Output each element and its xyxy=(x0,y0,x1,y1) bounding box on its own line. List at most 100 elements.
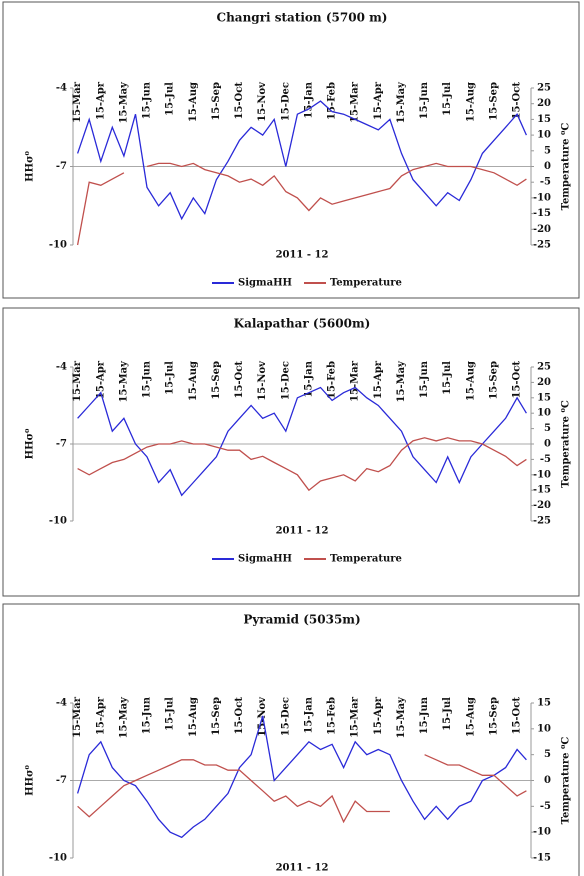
x-tick-label: 15-Sep xyxy=(211,361,222,400)
y2-axis-label: Temperature ⁰C xyxy=(561,400,572,488)
series-line xyxy=(77,754,527,824)
y2-tick-label: -5 xyxy=(540,177,551,188)
legend-label: Temperature xyxy=(330,278,402,289)
series-line xyxy=(77,437,527,492)
x-tick-label: 15-Dec xyxy=(280,697,291,736)
x-tick-label: 15-Mar xyxy=(350,81,361,123)
x-tick-label: 15-Aug xyxy=(465,361,476,401)
x-tick-label: 15-Apr xyxy=(95,360,106,399)
y-axis-label: HHσ⁰ xyxy=(25,428,36,459)
x-tick-label: 15-Aug xyxy=(188,697,199,737)
y2-tick-label: -5 xyxy=(540,801,551,812)
x-tick-label: 15-Sep xyxy=(211,82,222,121)
x-tick-label: 15-Mar xyxy=(72,81,83,123)
y2-tick-label: 25 xyxy=(537,83,551,94)
y2-tick-label: 15 xyxy=(537,698,551,709)
y2-tick-label: 20 xyxy=(537,377,551,388)
x-tick-label: 15-May xyxy=(396,696,407,739)
y2-tick-label: -15 xyxy=(533,485,551,496)
x-tick-label: 15-Apr xyxy=(95,696,106,735)
y2-tick-label: 0 xyxy=(544,161,551,172)
x-tick-label: 15-Jun xyxy=(142,360,153,398)
y-axis-label: HHσ⁰ xyxy=(25,765,36,796)
panel-border xyxy=(2,603,580,876)
y2-tick-label: 0 xyxy=(544,439,551,450)
x-tick-label: 15-Jun xyxy=(419,360,430,398)
y2-tick-label: -25 xyxy=(533,240,551,251)
x-axis-label: 2011 - 12 xyxy=(276,526,329,537)
y2-tick-label: 15 xyxy=(537,114,551,125)
y-tick-label: -10 xyxy=(49,853,67,864)
x-tick-label: 15-Jan xyxy=(303,696,314,733)
y-tick-label: -7 xyxy=(56,161,67,172)
y-tick-label: -4 xyxy=(56,83,67,94)
y2-tick-label: 10 xyxy=(537,408,551,419)
y2-tick-label: -5 xyxy=(540,454,551,465)
x-tick-label: 15-Dec xyxy=(280,361,291,400)
y2-tick-label: 15 xyxy=(537,392,551,403)
y-tick-label: -7 xyxy=(56,439,67,450)
y2-tick-label: 5 xyxy=(544,145,551,156)
x-tick-label: 15-Jul xyxy=(165,82,176,116)
x-tick-label: 15-Jun xyxy=(419,696,430,734)
y2-tick-label: -10 xyxy=(533,192,551,203)
x-tick-label: 15-May xyxy=(118,360,129,403)
y-tick-label: -10 xyxy=(49,240,67,251)
x-tick-label: 15-Aug xyxy=(188,82,199,122)
panel-border xyxy=(2,307,580,597)
x-tick-label: 15-Aug xyxy=(465,697,476,737)
x-tick-label: 15-Jul xyxy=(442,361,453,395)
y2-tick-label: -15 xyxy=(533,208,551,219)
y2-tick-label: -15 xyxy=(533,853,551,864)
legend-label: SigmaHH xyxy=(238,278,292,289)
y2-tick-label: -20 xyxy=(533,224,551,235)
series-line xyxy=(76,715,527,839)
y-tick-label: -10 xyxy=(49,516,67,527)
chart-title: Changri station (5700 m) xyxy=(217,11,388,25)
x-tick-label: 15-Aug xyxy=(188,361,199,401)
x-tick-label: 15-Sep xyxy=(488,82,499,121)
x-tick-label: 15-May xyxy=(396,360,407,403)
x-tick-label: 15-May xyxy=(118,696,129,739)
y2-tick-label: 10 xyxy=(537,130,551,141)
x-tick-label: 15-Jul xyxy=(165,361,176,395)
x-tick-label: 15-Oct xyxy=(512,361,523,399)
x-tick-label: 15-Nov xyxy=(257,360,268,401)
x-tick-label: 15-Mar xyxy=(350,360,361,402)
x-tick-label: 15-Oct xyxy=(234,361,245,399)
y2-tick-label: 5 xyxy=(544,423,551,434)
chart-title: Pyramid (5035m) xyxy=(243,613,360,627)
x-tick-label: 15-Oct xyxy=(512,82,523,120)
y2-tick-label: 20 xyxy=(537,98,551,109)
y-tick-label: -4 xyxy=(56,698,67,709)
x-tick-label: 15-Apr xyxy=(373,360,384,399)
x-tick-label: 15-Sep xyxy=(488,697,499,736)
legend-label: SigmaHH xyxy=(238,554,292,565)
x-tick-label: 15-Jul xyxy=(442,82,453,116)
x-axis-label: 2011 - 12 xyxy=(276,863,329,874)
y2-tick-label: -10 xyxy=(533,469,551,480)
x-tick-label: 15-Jun xyxy=(142,81,153,119)
y2-axis-label: Temperature ⁰C xyxy=(561,123,572,211)
panel-border xyxy=(2,1,580,299)
y2-tick-label: -25 xyxy=(533,516,551,527)
y-axis-label: HHσ⁰ xyxy=(25,151,36,182)
x-tick-label: 15-Sep xyxy=(488,361,499,400)
y2-axis-label: Temperature ⁰C xyxy=(561,737,572,825)
x-tick-label: 15-Feb xyxy=(327,82,338,120)
x-tick-label: 15-Mar xyxy=(72,696,83,738)
y2-tick-label: 0 xyxy=(544,775,551,786)
y2-tick-label: 25 xyxy=(537,362,551,373)
x-tick-label: 15-Jan xyxy=(303,81,314,118)
series-line xyxy=(76,100,527,221)
x-tick-label: 15-Sep xyxy=(211,697,222,736)
series-line xyxy=(76,162,527,246)
x-tick-label: 15-Feb xyxy=(327,361,338,399)
y2-tick-label: 5 xyxy=(544,749,551,760)
x-tick-label: 15-Mar xyxy=(72,360,83,402)
y-tick-label: -7 xyxy=(56,775,67,786)
x-tick-label: 15-Jun xyxy=(419,81,430,119)
chart-title: Kalapathar (5600m) xyxy=(234,317,371,331)
